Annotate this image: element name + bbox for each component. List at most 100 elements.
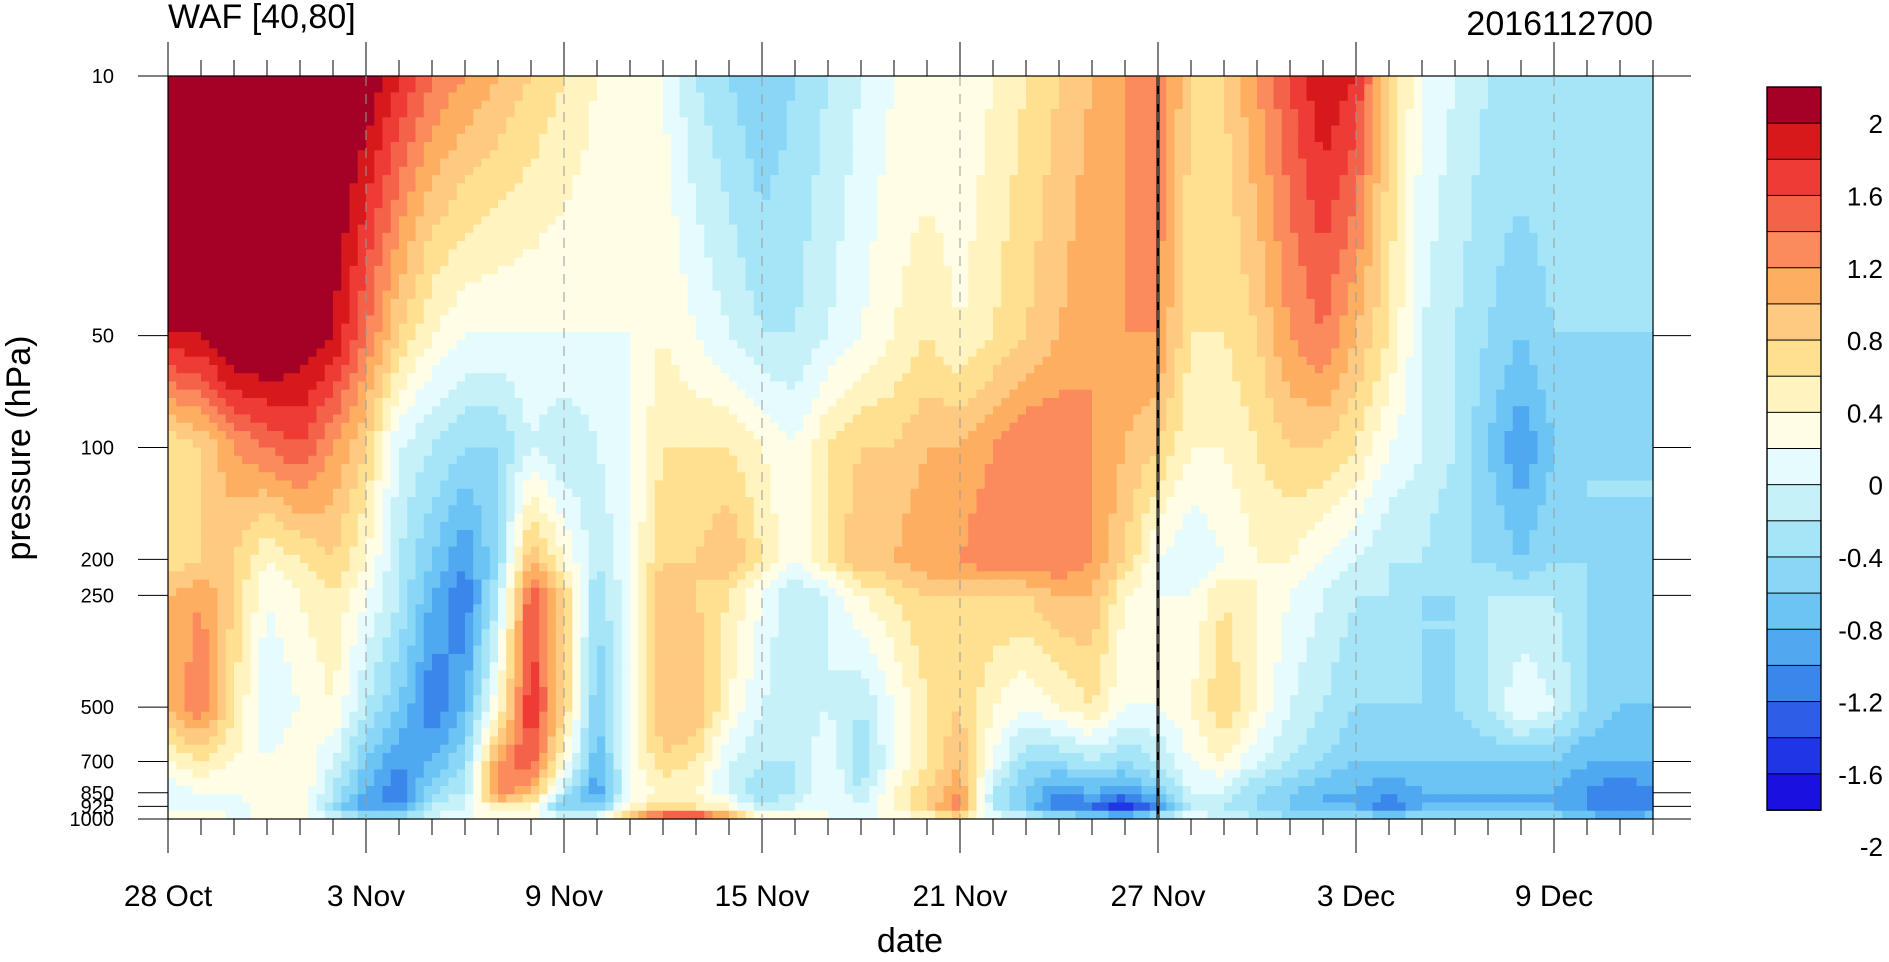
heatmap-cell: [572, 84, 582, 94]
heatmap-cell: [605, 521, 615, 531]
heatmap-cell: [415, 703, 425, 713]
heatmap-cell: [382, 596, 392, 605]
heatmap-cell: [242, 364, 252, 374]
heatmap-cell: [399, 530, 408, 539]
heatmap-cell: [498, 282, 507, 292]
heatmap-cell: [555, 703, 565, 713]
heatmap-cell: [407, 224, 417, 234]
heatmap-cell: [267, 464, 276, 473]
heatmap-cell: [498, 604, 507, 614]
heatmap-cell: [531, 414, 540, 424]
heatmap-cell: [456, 232, 466, 242]
heatmap-cell: [572, 563, 582, 572]
heatmap-cell: [258, 777, 268, 787]
heatmap-cell: [605, 530, 615, 539]
heatmap-cell: [481, 117, 491, 127]
heatmap-cell: [547, 331, 557, 341]
heatmap-cell: [407, 323, 417, 333]
heatmap-cell: [415, 381, 425, 391]
heatmap-cell: [192, 447, 202, 457]
heatmap-cell: [456, 381, 466, 391]
heatmap-cell: [399, 183, 408, 193]
heatmap-cell: [432, 216, 441, 226]
heatmap-cell: [588, 695, 598, 705]
heatmap-cell: [242, 587, 252, 597]
heatmap-cell: [498, 381, 507, 391]
heatmap-cell: [176, 257, 186, 267]
heatmap-cell: [184, 109, 194, 118]
heatmap-cell: [522, 579, 532, 589]
heatmap-cell: [192, 224, 202, 234]
heatmap-cell: [498, 414, 507, 424]
heatmap-cell: [382, 199, 392, 209]
heatmap-cell: [242, 785, 252, 795]
heatmap-cell: [275, 464, 285, 473]
heatmap-cell: [300, 554, 309, 564]
heatmap-cell: [621, 455, 631, 465]
heatmap-cell: [555, 389, 565, 399]
heatmap-cell: [250, 653, 260, 663]
heatmap-cell: [308, 348, 318, 358]
heatmap-cell: [432, 447, 441, 457]
heatmap-cell: [258, 109, 268, 118]
heatmap-cell: [258, 728, 268, 738]
heatmap-cell: [176, 794, 186, 804]
heatmap-cell: [357, 117, 367, 127]
heatmap-cell: [613, 331, 623, 341]
heatmap-cell: [308, 406, 318, 416]
heatmap-cell: [258, 521, 268, 531]
heatmap-cell: [168, 505, 177, 515]
heatmap-cell: [168, 554, 177, 564]
heatmap-cell: [572, 117, 582, 127]
heatmap-cell: [242, 794, 252, 804]
heatmap-cell: [168, 224, 177, 234]
heatmap-cell: [531, 464, 540, 473]
heatmap-cell: [184, 464, 194, 473]
heatmap-cell: [522, 719, 532, 729]
heatmap-cell: [225, 744, 235, 754]
heatmap-cell: [613, 175, 623, 184]
heatmap-cell: [572, 637, 582, 647]
heatmap-cell: [498, 480, 507, 490]
heatmap-cell: [291, 356, 301, 366]
heatmap-cell: [448, 265, 458, 275]
heatmap-cell: [465, 282, 474, 292]
heatmap-cell: [597, 224, 606, 234]
heatmap-cell: [531, 290, 540, 300]
heatmap-cell: [275, 785, 285, 795]
heatmap-cell: [201, 513, 210, 523]
heatmap-cell: [225, 464, 235, 473]
heatmap-cell: [333, 728, 342, 738]
heatmap-cell: [415, 92, 425, 102]
heatmap-cell: [275, 406, 285, 416]
heatmap-cell: [242, 191, 252, 201]
heatmap-cell: [531, 133, 540, 143]
heatmap-cell: [547, 166, 557, 176]
heatmap-cell: [382, 612, 392, 622]
heatmap-cell: [613, 373, 623, 383]
heatmap-cell: [374, 249, 384, 259]
heatmap-cell: [184, 216, 194, 226]
heatmap-cell: [357, 414, 367, 424]
heatmap-cell: [506, 579, 516, 589]
heatmap-cell: [605, 538, 615, 548]
heatmap-cell: [564, 620, 573, 630]
heatmap-cell: [168, 604, 177, 614]
heatmap-cell: [580, 307, 590, 317]
heatmap-cell: [234, 686, 243, 696]
heatmap-cell: [531, 109, 540, 118]
heatmap-cell: [465, 232, 474, 242]
heatmap-cell: [465, 480, 474, 490]
heatmap-cell: [407, 530, 417, 539]
heatmap-cell: [258, 381, 268, 391]
heatmap-cell: [506, 298, 516, 308]
heatmap-cell: [605, 488, 615, 498]
heatmap-cell: [547, 670, 557, 680]
heatmap-cell: [613, 620, 623, 630]
heatmap-cell: [291, 133, 301, 143]
heatmap-cell: [481, 439, 491, 449]
heatmap-cell: [555, 274, 565, 283]
heatmap-cell: [242, 100, 252, 110]
heatmap-cell: [357, 199, 367, 209]
heatmap-cell: [267, 199, 276, 209]
